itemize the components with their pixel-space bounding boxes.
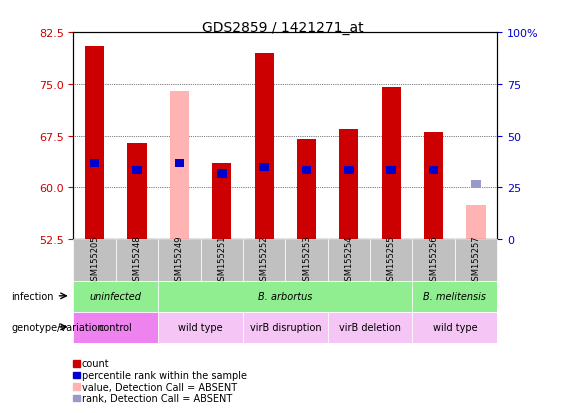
Text: virB deletion: virB deletion bbox=[339, 322, 401, 332]
Text: GSM155249: GSM155249 bbox=[175, 235, 184, 285]
Bar bbox=[382, 88, 401, 240]
Bar bbox=[255, 54, 273, 240]
Bar bbox=[128, 143, 146, 240]
Bar bbox=[302, 166, 311, 175]
Text: rank, Detection Call = ABSENT: rank, Detection Call = ABSENT bbox=[82, 393, 232, 403]
Bar bbox=[344, 166, 354, 175]
Bar bbox=[429, 166, 438, 175]
FancyBboxPatch shape bbox=[412, 281, 497, 312]
Text: wild type: wild type bbox=[433, 322, 477, 332]
Bar bbox=[467, 205, 485, 240]
Bar bbox=[297, 140, 316, 240]
FancyBboxPatch shape bbox=[73, 240, 116, 281]
Text: genotype/variation: genotype/variation bbox=[11, 322, 104, 332]
Text: virB disruption: virB disruption bbox=[250, 322, 321, 332]
Text: control: control bbox=[99, 322, 133, 332]
Bar bbox=[386, 166, 396, 175]
Bar bbox=[212, 164, 231, 240]
FancyBboxPatch shape bbox=[116, 240, 158, 281]
Text: GDS2859 / 1421271_at: GDS2859 / 1421271_at bbox=[202, 21, 363, 35]
Text: count: count bbox=[82, 358, 110, 368]
Bar bbox=[90, 160, 99, 168]
Text: GSM155251: GSM155251 bbox=[218, 235, 226, 285]
Text: wild type: wild type bbox=[179, 322, 223, 332]
Bar bbox=[132, 166, 142, 175]
Text: GSM155256: GSM155256 bbox=[429, 235, 438, 285]
FancyBboxPatch shape bbox=[328, 312, 412, 343]
Bar bbox=[424, 133, 443, 240]
FancyBboxPatch shape bbox=[455, 240, 497, 281]
Bar bbox=[217, 170, 227, 178]
Text: B. melitensis: B. melitensis bbox=[423, 291, 486, 301]
Text: GSM155254: GSM155254 bbox=[345, 235, 353, 285]
FancyBboxPatch shape bbox=[243, 312, 328, 343]
Text: GSM155253: GSM155253 bbox=[302, 235, 311, 285]
Text: GSM155257: GSM155257 bbox=[472, 235, 480, 285]
Text: B. arbortus: B. arbortus bbox=[258, 291, 312, 301]
FancyBboxPatch shape bbox=[328, 240, 370, 281]
Text: GSM155205: GSM155205 bbox=[90, 235, 99, 285]
FancyBboxPatch shape bbox=[412, 240, 455, 281]
FancyBboxPatch shape bbox=[201, 240, 243, 281]
Bar bbox=[471, 180, 481, 189]
FancyBboxPatch shape bbox=[158, 312, 243, 343]
Text: GSM155248: GSM155248 bbox=[133, 235, 141, 285]
FancyBboxPatch shape bbox=[285, 240, 328, 281]
Text: infection: infection bbox=[11, 291, 54, 301]
FancyBboxPatch shape bbox=[158, 240, 201, 281]
Text: GSM155255: GSM155255 bbox=[387, 235, 396, 285]
FancyBboxPatch shape bbox=[158, 281, 412, 312]
Bar bbox=[170, 92, 189, 240]
Bar bbox=[340, 129, 358, 240]
FancyBboxPatch shape bbox=[243, 240, 285, 281]
Text: value, Detection Call = ABSENT: value, Detection Call = ABSENT bbox=[82, 382, 237, 392]
FancyBboxPatch shape bbox=[73, 312, 158, 343]
Bar bbox=[259, 163, 269, 171]
Text: percentile rank within the sample: percentile rank within the sample bbox=[82, 370, 247, 380]
Bar bbox=[85, 47, 104, 240]
Bar bbox=[175, 160, 184, 168]
FancyBboxPatch shape bbox=[370, 240, 412, 281]
FancyBboxPatch shape bbox=[73, 281, 158, 312]
Text: uninfected: uninfected bbox=[90, 291, 142, 301]
Text: GSM155252: GSM155252 bbox=[260, 235, 268, 285]
FancyBboxPatch shape bbox=[412, 312, 497, 343]
